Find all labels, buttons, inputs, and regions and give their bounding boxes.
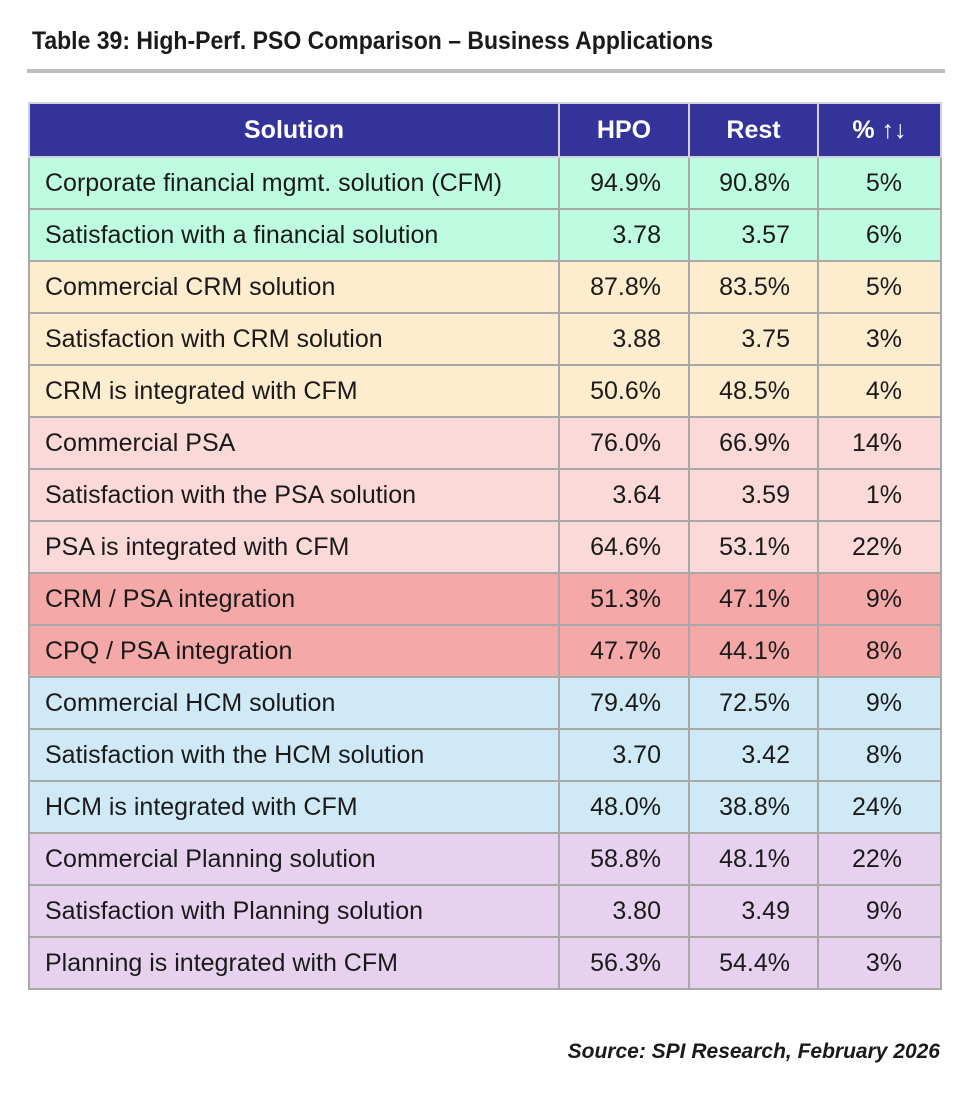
cell-hpo: 3.80 [558, 884, 690, 938]
table-row: CPQ / PSA integration 47.7% 44.1% 8% [28, 624, 942, 678]
cell-hpo: 58.8% [558, 832, 690, 886]
cell-pct-change: 3% [817, 312, 942, 366]
cell-solution: Commercial HCM solution [28, 676, 560, 730]
cell-solution: Commercial PSA [28, 416, 560, 470]
table-row: Satisfaction with the PSA solution 3.64 3.… [28, 468, 942, 522]
table-row: Satisfaction with Planning solution 3.80 3… [28, 884, 942, 938]
cell-solution: Corporate financial mgmt. solution (CFM) [28, 156, 560, 210]
cell-rest: 47.1% [688, 572, 819, 626]
cell-hpo: 3.64 [558, 468, 690, 522]
cell-rest: 83.5% [688, 260, 819, 314]
table-title: Table 39: High-Perf. PSO Comparison – Bu… [32, 27, 714, 55]
header-hpo: HPO [558, 102, 690, 158]
cell-solution: PSA is integrated with CFM [28, 520, 560, 574]
cell-hpo: 87.8% [558, 260, 690, 314]
cell-pct-change: 8% [817, 624, 942, 678]
cell-pct-change: 14% [817, 416, 942, 470]
cell-hpo: 47.7% [558, 624, 690, 678]
cell-pct-change: 4% [817, 364, 942, 418]
cell-rest: 44.1% [688, 624, 819, 678]
table-row: Satisfaction with CRM solution 3.88 3.75 3% [28, 312, 942, 366]
cell-rest: 3.75 [688, 312, 819, 366]
table-row: Commercial CRM solution 87.8% 83.5% 5% [28, 260, 942, 314]
table-row: HCM is integrated with CFM 48.0% 38.8% 24% [28, 780, 942, 834]
cell-hpo: 64.6% [558, 520, 690, 574]
cell-rest: 53.1% [688, 520, 819, 574]
cell-rest: 54.4% [688, 936, 819, 990]
cell-pct-change: 3% [817, 936, 942, 990]
cell-pct-change: 9% [817, 572, 942, 626]
cell-solution: Satisfaction with the PSA solution [28, 468, 560, 522]
cell-hpo: 56.3% [558, 936, 690, 990]
table-row: Commercial HCM solution 79.4% 72.5% 9% [28, 676, 942, 730]
cell-hpo: 48.0% [558, 780, 690, 834]
cell-hpo: 50.6% [558, 364, 690, 418]
cell-pct-change: 1% [817, 468, 942, 522]
cell-rest: 48.1% [688, 832, 819, 886]
cell-rest: 72.5% [688, 676, 819, 730]
cell-solution: Commercial Planning solution [28, 832, 560, 886]
header-rest: Rest [688, 102, 819, 158]
cell-rest: 3.42 [688, 728, 819, 782]
table-row: CRM is integrated with CFM 50.6% 48.5% 4% [28, 364, 942, 418]
cell-hpo: 3.70 [558, 728, 690, 782]
cell-solution: Satisfaction with Planning solution [28, 884, 560, 938]
cell-solution: CRM / PSA integration [28, 572, 560, 626]
cell-pct-change: 6% [817, 208, 942, 262]
header-row: Solution HPO Rest % ↑↓ [28, 102, 942, 158]
cell-rest: 66.9% [688, 416, 819, 470]
cell-hpo: 51.3% [558, 572, 690, 626]
table-row: Planning is integrated with CFM 56.3% 54.4… [28, 936, 942, 990]
cell-rest: 48.5% [688, 364, 819, 418]
table-row: Commercial PSA 76.0% 66.9% 14% [28, 416, 942, 470]
cell-solution: Satisfaction with the HCM solution [28, 728, 560, 782]
cell-hpo: 3.88 [558, 312, 690, 366]
title-divider [27, 69, 945, 73]
cell-solution: Satisfaction with CRM solution [28, 312, 560, 366]
table-row: CRM / PSA integration 51.3% 47.1% 9% [28, 572, 942, 626]
table-row: Commercial Planning solution 58.8% 48.1% 22… [28, 832, 942, 886]
table-row: PSA is integrated with CFM 64.6% 53.1% 22% [28, 520, 942, 574]
cell-hpo: 94.9% [558, 156, 690, 210]
cell-pct-change: 9% [817, 884, 942, 938]
cell-pct-change: 22% [817, 832, 942, 886]
header-solution: Solution [28, 102, 560, 158]
table-row: Satisfaction with a financial solution 3.… [28, 208, 942, 262]
cell-pct-change: 5% [817, 260, 942, 314]
cell-pct-change: 5% [817, 156, 942, 210]
cell-pct-change: 9% [817, 676, 942, 730]
cell-rest: 90.8% [688, 156, 819, 210]
cell-solution: CPQ / PSA integration [28, 624, 560, 678]
cell-rest: 3.57 [688, 208, 819, 262]
comparison-table: Solution HPO Rest % ↑↓ Corporate financi… [28, 102, 942, 990]
table-row: Corporate financial mgmt. solution (CFM)… [28, 156, 942, 210]
cell-solution: CRM is integrated with CFM [28, 364, 560, 418]
cell-hpo: 76.0% [558, 416, 690, 470]
cell-rest: 3.59 [688, 468, 819, 522]
cell-solution: Satisfaction with a financial solution [28, 208, 560, 262]
cell-rest: 3.49 [688, 884, 819, 938]
cell-hpo: 79.4% [558, 676, 690, 730]
cell-pct-change: 24% [817, 780, 942, 834]
source-note: Source: SPI Research, February 2026 [567, 1040, 940, 1063]
cell-solution: Planning is integrated with CFM [28, 936, 560, 990]
table-row: Satisfaction with the HCM solution 3.70 3.… [28, 728, 942, 782]
cell-pct-change: 8% [817, 728, 942, 782]
cell-rest: 38.8% [688, 780, 819, 834]
header-pct-change: % ↑↓ [817, 102, 942, 158]
cell-solution: Commercial CRM solution [28, 260, 560, 314]
cell-pct-change: 22% [817, 520, 942, 574]
cell-hpo: 3.78 [558, 208, 690, 262]
cell-solution: HCM is integrated with CFM [28, 780, 560, 834]
